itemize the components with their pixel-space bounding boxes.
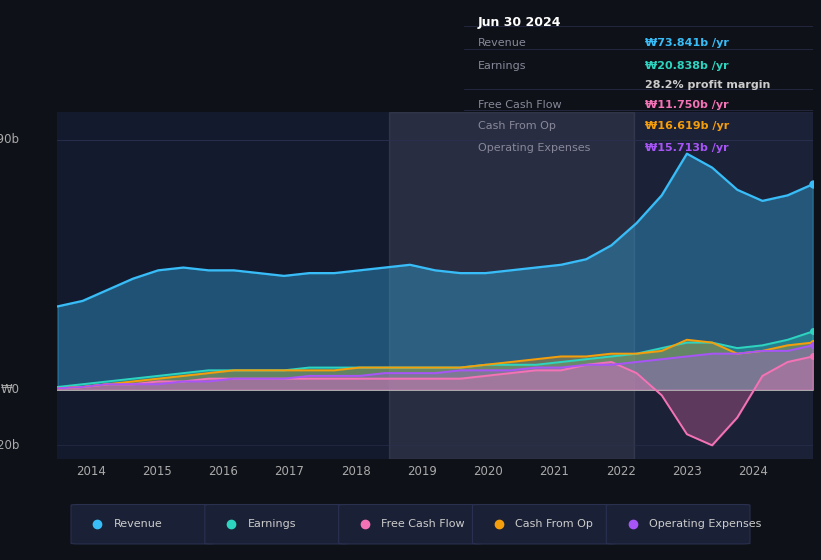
Text: Operating Expenses: Operating Expenses xyxy=(478,143,590,153)
Text: Earnings: Earnings xyxy=(248,519,296,529)
Text: Revenue: Revenue xyxy=(478,38,526,48)
Text: ₩11.750b /yr: ₩11.750b /yr xyxy=(645,100,729,110)
Bar xyxy=(634,112,813,459)
FancyBboxPatch shape xyxy=(473,505,616,544)
FancyBboxPatch shape xyxy=(204,505,348,544)
Text: ₩16.619b /yr: ₩16.619b /yr xyxy=(645,121,730,131)
Text: Free Cash Flow: Free Cash Flow xyxy=(478,100,562,110)
FancyBboxPatch shape xyxy=(338,505,482,544)
Text: ₩73.841b /yr: ₩73.841b /yr xyxy=(645,38,729,48)
Text: ₩90b: ₩90b xyxy=(0,133,20,146)
Text: ₩20.838b /yr: ₩20.838b /yr xyxy=(645,61,729,71)
Text: 28.2% profit margin: 28.2% profit margin xyxy=(645,80,771,90)
Text: -₩20b: -₩20b xyxy=(0,439,20,452)
Text: Cash From Op: Cash From Op xyxy=(516,519,593,529)
Text: Cash From Op: Cash From Op xyxy=(478,121,556,131)
Text: Free Cash Flow: Free Cash Flow xyxy=(382,519,465,529)
FancyBboxPatch shape xyxy=(71,505,214,544)
Bar xyxy=(389,112,634,459)
FancyBboxPatch shape xyxy=(606,505,750,544)
Text: Jun 30 2024: Jun 30 2024 xyxy=(478,16,562,29)
Text: Operating Expenses: Operating Expenses xyxy=(649,519,761,529)
Text: ₩0: ₩0 xyxy=(1,383,20,396)
Text: Earnings: Earnings xyxy=(478,61,526,71)
Text: Revenue: Revenue xyxy=(113,519,163,529)
Text: ₩15.713b /yr: ₩15.713b /yr xyxy=(645,143,729,153)
